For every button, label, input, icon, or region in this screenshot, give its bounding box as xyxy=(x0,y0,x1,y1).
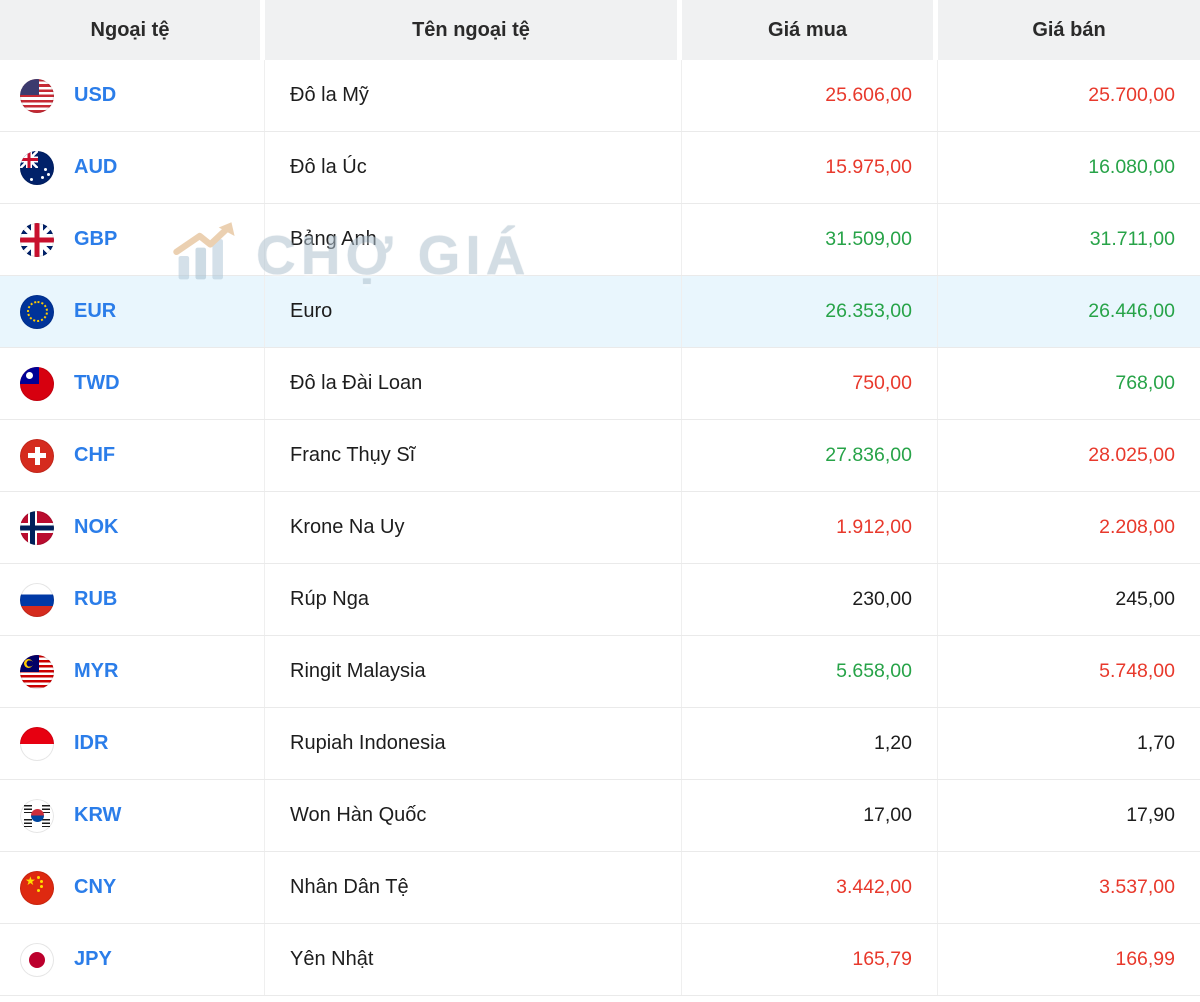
jpy-flag-icon xyxy=(20,942,54,977)
twd-flag-icon xyxy=(20,366,54,401)
buy-price: 17,00 xyxy=(682,780,938,851)
buy-price: 1,20 xyxy=(682,708,938,779)
rub-flag-icon xyxy=(20,582,54,617)
currency-name: Đô la Mỹ xyxy=(265,60,682,131)
table-row: CNY Nhân Dân Tệ 3.442,00 3.537,00 xyxy=(0,852,1200,924)
table-row: GBP Bảng Anh 31.509,00 31.711,00 xyxy=(0,204,1200,276)
sell-price: 1,70 xyxy=(1137,732,1175,754)
table-row: RUB Rúp Nga 230,00 245,00 xyxy=(0,564,1200,636)
col-header-currency-name: Tên ngoại tệ xyxy=(265,0,682,60)
currency-name: Ringit Malaysia xyxy=(265,636,682,707)
idr-flag-icon xyxy=(20,726,54,761)
nok-flag-icon xyxy=(20,510,54,545)
currency-code[interactable]: MYR xyxy=(74,660,119,682)
currency-code[interactable]: RUB xyxy=(74,588,118,610)
sell-price: 16.080,00 xyxy=(1088,156,1175,178)
table-row: TWD Đô la Đài Loan 750,00 768,00 xyxy=(0,348,1200,420)
table-row-highlighted: EUR Euro 26.353,00 26.446,00 xyxy=(0,276,1200,348)
currency-name: Rúp Nga xyxy=(265,564,682,635)
sell-price: 245,00 xyxy=(1115,588,1175,610)
currency-code[interactable]: TWD xyxy=(74,372,120,394)
buy-price: 165,79 xyxy=(682,924,938,995)
currency-code[interactable]: NOK xyxy=(74,516,119,538)
eur-flag-icon xyxy=(20,294,54,329)
buy-price: 26.353,00 xyxy=(682,276,938,347)
table-header: Ngoại tệ Tên ngoại tệ Giá mua Giá bán xyxy=(0,0,1200,60)
myr-flag-icon xyxy=(20,654,54,689)
sell-price: 31.711,00 xyxy=(1089,228,1175,250)
sell-price: 26.446,00 xyxy=(1088,300,1175,322)
krw-flag-icon xyxy=(20,798,54,833)
sell-price: 25.700,00 xyxy=(1088,84,1175,106)
table-row: KRW Won Hàn Quốc 17,00 17,90 xyxy=(0,780,1200,852)
currency-code[interactable]: EUR xyxy=(74,300,117,322)
currency-code[interactable]: AUD xyxy=(74,156,118,178)
currency-code[interactable]: KRW xyxy=(74,804,122,826)
buy-price: 31.509,00 xyxy=(682,204,938,275)
currency-code[interactable]: JPY xyxy=(74,948,112,970)
col-header-sell-price: Giá bán xyxy=(938,0,1200,60)
sell-price: 17,90 xyxy=(1126,804,1175,826)
currency-name: Đô la Đài Loan xyxy=(265,348,682,419)
currency-name: Franc Thụy Sĩ xyxy=(265,420,682,491)
usd-flag-icon xyxy=(20,78,54,113)
sell-price: 2.208,00 xyxy=(1099,516,1175,538)
col-header-currency: Ngoại tệ xyxy=(0,0,265,60)
currency-name: Bảng Anh xyxy=(265,204,682,275)
currency-code[interactable]: CHF xyxy=(74,444,116,466)
currency-code[interactable]: CNY xyxy=(74,876,117,898)
sell-price: 3.537,00 xyxy=(1099,876,1175,898)
table-row: AUD Đô la Úc 15.975,00 16.080,00 xyxy=(0,132,1200,204)
currency-name: Nhân Dân Tệ xyxy=(265,852,682,923)
currency-name: Euro xyxy=(265,276,682,347)
aud-flag-icon xyxy=(20,150,54,185)
currency-name: Rupiah Indonesia xyxy=(265,708,682,779)
table-row: NOK Krone Na Uy 1.912,00 2.208,00 xyxy=(0,492,1200,564)
buy-price: 27.836,00 xyxy=(682,420,938,491)
table-row: JPY Yên Nhật 165,79 166,99 xyxy=(0,924,1200,996)
currency-code[interactable]: USD xyxy=(74,84,117,106)
currency-name: Đô la Úc xyxy=(265,132,682,203)
table-row: IDR Rupiah Indonesia 1,20 1,70 xyxy=(0,708,1200,780)
table-row: MYR Ringit Malaysia 5.658,00 5.748,00 xyxy=(0,636,1200,708)
buy-price: 3.442,00 xyxy=(682,852,938,923)
currency-name: Krone Na Uy xyxy=(265,492,682,563)
cny-flag-icon xyxy=(20,870,54,905)
table-row: CHF Franc Thụy Sĩ 27.836,00 28.025,00 xyxy=(0,420,1200,492)
sell-price: 5.748,00 xyxy=(1099,660,1175,682)
buy-price: 5.658,00 xyxy=(682,636,938,707)
buy-price: 25.606,00 xyxy=(682,60,938,131)
col-header-buy-price: Giá mua xyxy=(682,0,938,60)
currency-name: Won Hàn Quốc xyxy=(265,780,682,851)
table-row: USD Đô la Mỹ 25.606,00 25.700,00 xyxy=(0,60,1200,132)
currency-name: Yên Nhật xyxy=(265,924,682,995)
sell-price: 28.025,00 xyxy=(1088,444,1175,466)
buy-price: 15.975,00 xyxy=(682,132,938,203)
buy-price: 1.912,00 xyxy=(682,492,938,563)
sell-price: 768,00 xyxy=(1115,372,1175,394)
chf-flag-icon xyxy=(20,438,54,473)
gbp-flag-icon xyxy=(20,222,54,257)
buy-price: 750,00 xyxy=(682,348,938,419)
currency-code[interactable]: GBP xyxy=(74,228,118,250)
currency-code[interactable]: IDR xyxy=(74,732,109,754)
sell-price: 166,99 xyxy=(1115,948,1175,970)
buy-price: 230,00 xyxy=(682,564,938,635)
